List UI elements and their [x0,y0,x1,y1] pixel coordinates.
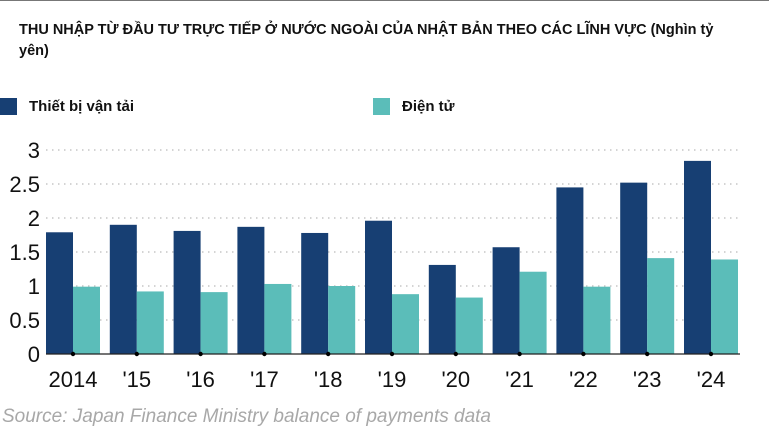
x-tick-label: '17 [250,367,279,392]
legend-label: Thiết bị vận tải [29,98,135,115]
bar-transport [237,226,265,354]
x-tick-label: '23 [633,367,662,392]
x-tick-dot [581,351,586,357]
bar-transport [492,247,520,354]
x-tick-dot [517,351,522,357]
x-tick-label: '21 [505,367,534,392]
bar-electronics [519,271,547,354]
bar-transport [428,264,456,354]
y-tick-label: 1 [28,274,40,299]
x-tick-label: '15 [122,367,151,392]
x-tick-dot [326,351,331,357]
bar-transport [620,182,648,354]
x-tick-label: '19 [378,367,407,392]
bar-electronics [200,292,228,354]
bar-transport [301,232,329,354]
x-tick-dot [70,351,76,357]
y-tick-label: 2.5 [9,172,40,197]
x-tick-dot [453,351,458,357]
bar-electronics [711,259,738,354]
chart-title: THU NHẬP TỪ ĐẦU TƯ TRỰC TIẾP Ở NƯỚC NGOÀ… [19,22,714,59]
bar-transport [684,160,711,354]
x-tick-dot [708,351,714,357]
legend-label: Điện tử [402,98,455,115]
bar-electronics [136,291,164,354]
bar-electronics [328,286,356,354]
legend-swatch [373,98,390,115]
y-tick-label: 0 [28,342,40,367]
y-tick-label: 1.5 [9,240,40,265]
top-border [0,0,769,1]
x-tick-dot [198,351,203,357]
bar-transport [46,232,73,354]
bar-transport [109,224,137,354]
y-tick-label: 2 [28,206,40,231]
x-tick-label: '16 [186,367,215,392]
y-tick-label: 0.5 [9,308,40,333]
bar-electronics [264,283,292,354]
x-tick-label: '24 [697,367,726,392]
x-tick-dot [645,351,650,357]
x-tick-dot [262,351,267,357]
bar-electronics [583,286,611,354]
bar-electronics [455,297,483,354]
legend-item-transport: Thiết bị vận tải [0,98,134,115]
source-note: Source: Japan Finance Ministry balance o… [2,406,491,427]
x-tick-label: '18 [314,367,343,392]
x-tick-label: '20 [441,367,470,392]
x-tick-label: '22 [569,367,598,392]
bar-electronics [647,258,675,354]
bar-electronics [73,286,100,354]
bar-transport [365,220,392,354]
legend-swatch [0,98,17,115]
bar-electronics [392,294,419,354]
x-tick-dot [389,351,395,357]
x-tick-label: 2014 [49,367,98,392]
y-tick-label: 3 [28,138,40,163]
x-tick-dot [134,351,139,357]
bar-transport [556,187,584,354]
bar-transport [173,230,201,354]
legend-item-electronics: Điện tử [373,98,455,115]
